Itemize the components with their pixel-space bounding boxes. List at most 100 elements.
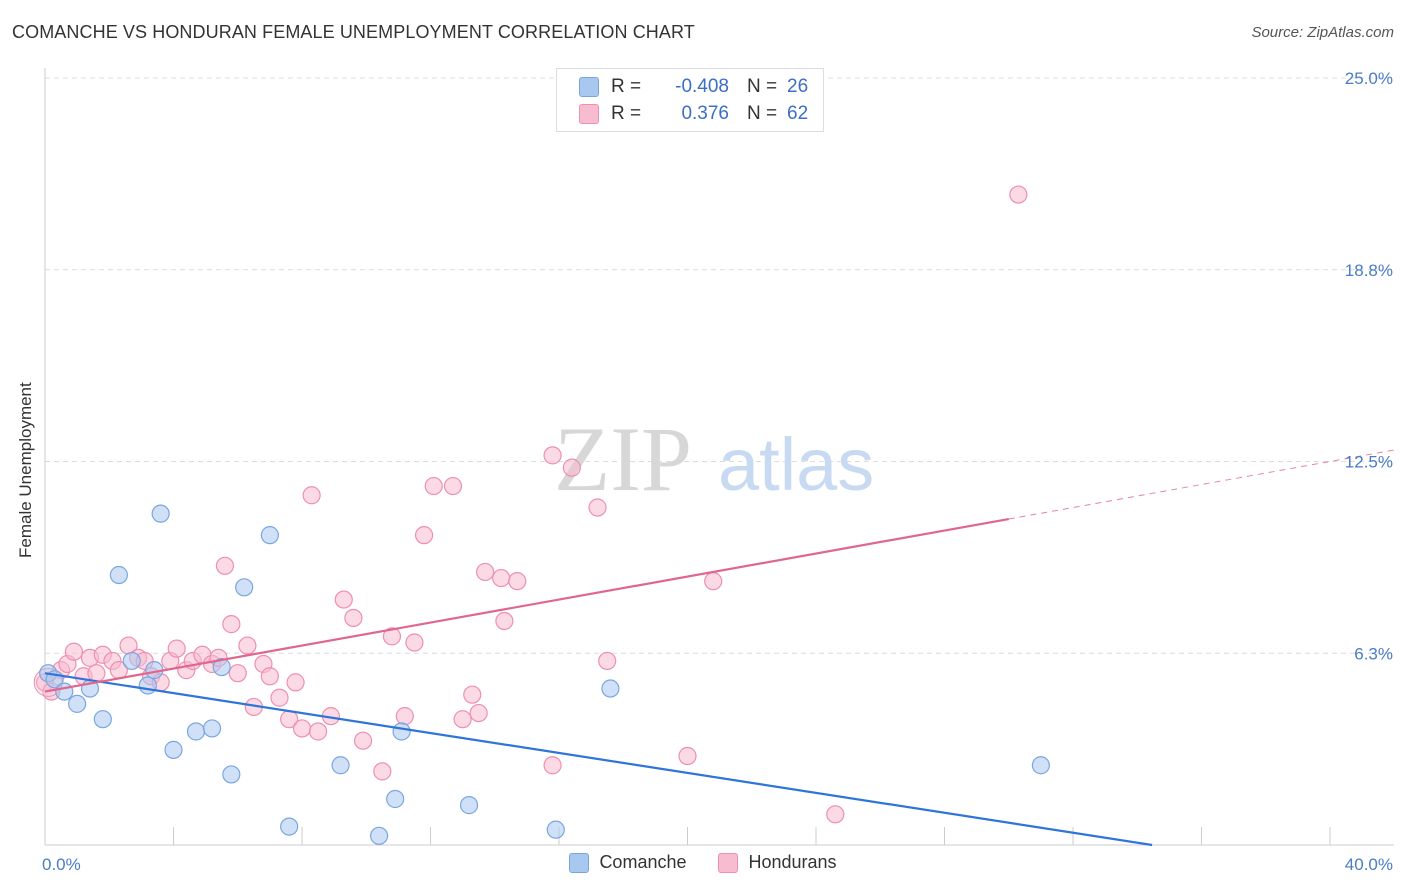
comanche-points <box>39 504 1050 845</box>
y-tick-label-1: 12.5% <box>1345 453 1393 472</box>
hondurans-point-52 <box>495 611 514 631</box>
hondurans-r-value: 0.376 <box>681 103 729 124</box>
comanche-point-20 <box>370 826 389 845</box>
hondurans-point-54 <box>543 446 562 465</box>
hondurans-point-30 <box>270 688 289 707</box>
hondurans-point-25 <box>228 664 247 683</box>
comanche-point-23 <box>459 796 479 815</box>
hondurans-point-62 <box>1009 185 1028 204</box>
series-legend: Comanche Hondurans <box>0 852 1406 873</box>
hondurans-swatch <box>579 104 599 124</box>
legend-item-hondurans[interactable]: Hondurans <box>718 852 837 873</box>
hondurans-point-35 <box>308 722 328 741</box>
hondurans-n-value: 62 <box>787 103 809 124</box>
correlation-legend: R = -0.408 N = 26 R = 0.376 N = 62 <box>556 68 824 132</box>
hondurans-trend-extension <box>1008 449 1395 520</box>
comanche-point-16 <box>235 578 254 597</box>
hondurans-point-34 <box>302 486 321 505</box>
hondurans-point-17 <box>167 639 186 658</box>
comanche-point-21 <box>386 789 405 809</box>
comanche-point-17 <box>260 526 279 545</box>
hondurans-point-38 <box>344 608 363 628</box>
comanche-r-value: -0.408 <box>675 76 729 97</box>
comanche-point-19 <box>331 756 350 775</box>
comanche-legend-label: Comanche <box>599 852 687 872</box>
hondurans-legend-label: Hondurans <box>748 852 837 872</box>
comanche-point-15 <box>222 765 241 784</box>
hondurans-point-48 <box>463 685 482 704</box>
trend-lines <box>44 449 1395 847</box>
comanche-point-2 <box>55 682 74 701</box>
gridlines <box>45 77 1394 654</box>
y-tick-label-0: 6.3% <box>1354 644 1393 663</box>
hondurans-point-41 <box>382 627 402 646</box>
hondurans-point-50 <box>476 562 495 582</box>
hondurans-n-label: N = <box>747 103 778 124</box>
hondurans-point-33 <box>292 719 312 738</box>
comanche-point-13 <box>202 719 222 738</box>
hondurans-legend-swatch <box>718 852 739 873</box>
hondurans-point-51 <box>492 568 511 588</box>
comanche-point-10 <box>151 504 170 523</box>
legend-row-comanche: R = -0.408 N = 26 <box>579 74 808 100</box>
comanche-point-24 <box>546 820 565 839</box>
hondurans-point-56 <box>562 458 581 477</box>
hondurans-point-29 <box>260 667 279 686</box>
hondurans-point-32 <box>286 673 305 692</box>
hondurans-r-label: R = <box>611 103 642 124</box>
comanche-point-6 <box>109 565 128 585</box>
hondurans-points <box>33 185 1028 824</box>
comanche-trend-line <box>44 672 1153 847</box>
comanche-point-22 <box>392 722 411 741</box>
hondurans-point-39 <box>353 731 373 750</box>
y-tick-label-2: 18.8% <box>1345 261 1393 280</box>
comanche-point-8 <box>138 676 157 695</box>
comanche-point-26 <box>1031 756 1050 775</box>
hondurans-point-45 <box>424 476 443 496</box>
hondurans-point-26 <box>238 636 257 655</box>
hondurans-point-59 <box>678 746 697 766</box>
watermark-atlas: atlas <box>718 423 874 506</box>
comanche-n-label: N = <box>747 76 778 97</box>
comanche-point-14 <box>212 657 231 677</box>
tick-labels: 6.3% 12.5% 18.8% 25.0% 0.0% 40.0% <box>42 69 1393 874</box>
comanche-point-3 <box>68 694 87 713</box>
comanche-point-7 <box>122 651 141 671</box>
watermark-zip: ZIP <box>554 408 692 510</box>
hondurans-point-44 <box>414 526 434 545</box>
comanche-r-label: R = <box>611 76 642 97</box>
hondurans-point-46 <box>443 476 463 496</box>
source-credit: Source: ZipAtlas.com <box>1251 24 1394 41</box>
hondurans-point-53 <box>508 572 527 591</box>
hondurans-trend-line <box>44 517 1009 693</box>
hondurans-point-58 <box>598 651 617 671</box>
comanche-point-11 <box>164 740 183 759</box>
hondurans-point-40 <box>373 762 392 781</box>
axes <box>44 68 1394 846</box>
hondurans-point-60 <box>704 572 723 591</box>
comanche-swatch <box>579 77 599 97</box>
hondurans-point-47 <box>453 710 472 729</box>
comanche-point-5 <box>93 710 112 729</box>
hondurans-point-4 <box>64 642 84 661</box>
watermark: ZIP atlas <box>554 408 874 510</box>
comanche-point-12 <box>186 722 206 741</box>
x-tick-label-min: 0.0% <box>42 855 81 874</box>
hondurans-point-42 <box>395 707 414 726</box>
chart-title: COMANCHE VS HONDURAN FEMALE UNEMPLOYMENT… <box>12 22 695 42</box>
hondurans-point-61 <box>826 805 845 824</box>
hondurans-point-43 <box>405 633 424 652</box>
x-tick-label-max: 40.0% <box>1345 855 1393 874</box>
hondurans-point-37 <box>334 590 353 609</box>
comanche-point-25 <box>601 679 620 698</box>
comanche-n-value: 26 <box>787 76 809 97</box>
hondurans-point-49 <box>469 703 488 723</box>
hondurans-point-23 <box>215 556 234 575</box>
comanche-point-18 <box>280 817 299 836</box>
hondurans-point-55 <box>543 756 562 775</box>
legend-row-hondurans: R = 0.376 N = 62 <box>579 101 808 127</box>
comanche-legend-swatch <box>569 852 590 873</box>
hondurans-point-24 <box>222 615 241 634</box>
legend-item-comanche[interactable]: Comanche <box>569 852 686 873</box>
